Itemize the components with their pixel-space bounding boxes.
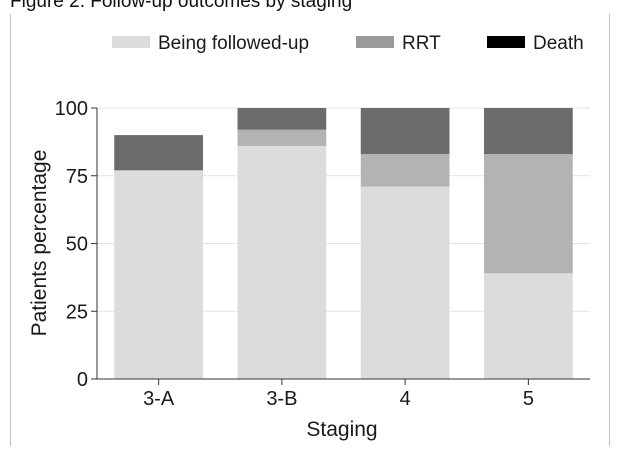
axis-layer: 0 25 50 75 100 3-A 3-B 4 5 — [55, 98, 590, 410]
y-tick-label: 100 — [55, 98, 88, 120]
x-tick-label: 3-B — [266, 388, 297, 410]
y-tick-label: 75 — [66, 166, 88, 188]
legend-swatch — [487, 36, 525, 48]
y-tick-label: 50 — [66, 234, 88, 256]
x-tick-label: 5 — [523, 388, 534, 410]
legend-label: RRT — [402, 33, 441, 54]
legend-label: Death — [533, 33, 584, 54]
bar-segment — [484, 154, 573, 274]
y-axis-label: Patients percentage — [28, 150, 51, 337]
bar-segment — [237, 129, 327, 146]
legend-swatch — [112, 36, 150, 48]
y-tick-label: 25 — [66, 301, 88, 323]
bar-segment — [114, 135, 203, 171]
bar-segment — [484, 108, 573, 155]
x-tick-label: 4 — [400, 388, 411, 410]
x-axis-label: Staging — [306, 418, 377, 441]
chart-frame — [10, 14, 610, 446]
bar-segment — [360, 108, 450, 155]
bar-segment — [360, 154, 450, 187]
bar-segment — [237, 108, 327, 130]
legend: Being followed-up RRT Death — [112, 33, 584, 54]
legend-label: Being followed-up — [158, 33, 309, 54]
bar-segment — [484, 273, 573, 379]
legend-swatch — [356, 36, 394, 48]
x-tick-label: 3-A — [143, 388, 175, 410]
bar-segment — [114, 170, 203, 379]
bar-layer — [114, 108, 573, 379]
bar-segment — [360, 186, 450, 379]
y-tick-label: 0 — [77, 369, 88, 391]
figure-caption: Figure 2. Follow-up outcomes by staging — [10, 0, 353, 12]
bar-segment — [237, 145, 327, 379]
